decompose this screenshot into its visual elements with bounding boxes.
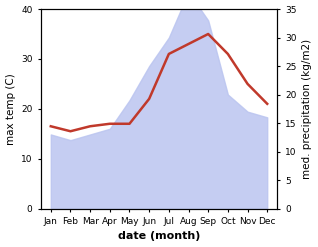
Y-axis label: max temp (C): max temp (C): [5, 73, 16, 145]
X-axis label: date (month): date (month): [118, 231, 200, 242]
Y-axis label: med. precipitation (kg/m2): med. precipitation (kg/m2): [302, 39, 313, 179]
